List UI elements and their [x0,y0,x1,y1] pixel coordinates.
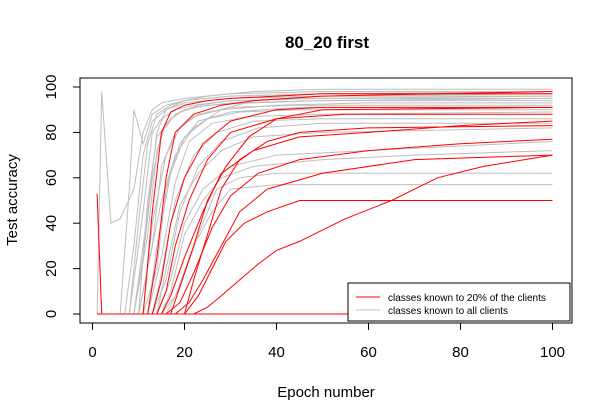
y-tick-label: 80 [43,124,60,141]
gray-series-line-20 [97,88,553,315]
gray-series-line-10 [97,106,553,315]
red-series-line-11 [97,106,553,315]
gray-series-line-15 [97,127,553,315]
red-series-line-10 [97,125,553,315]
gray-series-line-17 [97,150,553,315]
y-tick-label: 40 [43,215,60,232]
y-axis-label: Test accuracy [4,154,21,246]
red-series-line-6 [97,138,553,315]
gray-series-line-18 [97,184,553,315]
chart-title: 80_20 first [285,33,369,52]
x-axis: 0 20 40 60 80 100 [88,322,565,361]
x-tick-label: 20 [176,344,193,361]
legend-label-red: classes known to 20% of the clients [388,293,546,304]
x-tick-label: 0 [88,344,96,361]
x-axis-label: Epoch number [277,384,375,401]
red-series-line-5 [97,120,553,315]
y-tick-label: 100 [43,74,60,99]
legend-label-gray: classes known to all clients [388,306,508,317]
gray-series-line-2 [97,95,553,315]
legend-box [347,282,571,322]
plot-lines [96,88,553,315]
gray-series-line-7 [97,97,553,315]
legend: classes known to 20% of the clients clas… [347,282,571,322]
red-series-line-3 [97,106,553,315]
gray-series-line-3 [97,91,553,315]
y-tick-label: 20 [43,260,60,277]
red-series-line-7 [97,154,553,315]
x-tick-label: 60 [360,344,377,361]
gray-series-line-14 [97,122,553,315]
red-series-line-2 [97,91,553,315]
red-series-line-8 [97,200,553,315]
x-tick-label: 100 [540,344,565,361]
gray-series-line-0 [96,91,553,315]
gray-series-line-11 [97,109,553,315]
x-tick-label: 80 [452,344,469,361]
red-series-line-1 [97,93,553,315]
red-series-line-4 [97,113,553,315]
red-series-line-9 [97,154,553,315]
x-tick-label: 40 [268,344,285,361]
y-tick-label: 60 [43,169,60,186]
gray-series-line-13 [97,118,553,315]
y-tick-label: 0 [43,310,60,318]
y-axis: 0 20 40 60 80 100 [43,74,81,318]
